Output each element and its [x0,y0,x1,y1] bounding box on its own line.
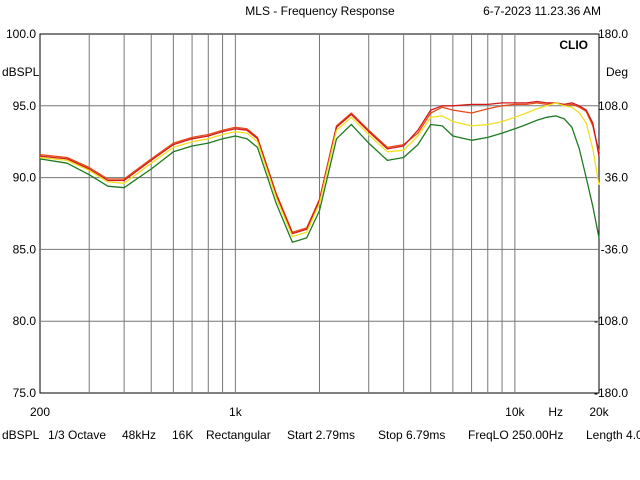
y2-tick-label: -36.0 [601,242,629,256]
x-tick-labels: 200 1k 10k 20k Hz [30,405,610,419]
footer-smoothing: 1/3 Octave [48,428,106,442]
footer-length: Length 4.0ms [586,428,640,442]
y-axis-label: dBSPL [2,65,40,79]
series-line-1 [39,102,600,233]
y-tick-label: 80.0 [13,314,37,328]
y-tick-label: 95.0 [13,99,37,113]
timestamp: 6-7-2023 11.23.36 AM [483,4,601,18]
y2-axis-label: Deg [606,65,628,79]
x-tick-label: 10k [505,405,525,419]
series-line-4 [39,115,600,243]
y2-tick-label: 108.0 [598,99,628,113]
y-tick-labels: 100.0 95.0 90.0 85.0 80.0 75.0 [6,27,36,400]
settings-footer: dBSPL 1/3 Octave 48kHz 16K Rectangular S… [2,428,640,442]
chart-title: MLS - Frequency Response [245,4,395,18]
footer-freqlo: FreqLO 250.00Hz [468,428,563,442]
y2-tick-labels: 180.0 108.0 36.0 -36.0 -108.0 -180.0 [594,27,628,400]
footer-stop: Stop 6.79ms [378,428,445,442]
y2-tick-label: 180.0 [598,27,628,41]
x-tick-label: 20k [589,405,609,419]
footer-window: Rectangular [206,428,271,442]
series-line-3 [39,102,600,238]
series-line-2 [39,100,600,235]
footer-sample-rate: 48kHz [122,428,156,442]
y2-tick-label: 36.0 [605,171,629,185]
x-tick-label: 200 [30,405,50,419]
y-tick-label: 100.0 [6,27,36,41]
y-tick-label: 90.0 [13,171,37,185]
series-layer [39,100,600,243]
footer-start: Start 2.79ms [287,428,355,442]
footer-unit: dBSPL [2,428,40,442]
y-tick-label: 85.0 [13,242,37,256]
brand-logo: CLIO [559,38,588,52]
y-tick-label: 75.0 [13,386,37,400]
y2-tick-label: -108.0 [594,314,628,328]
footer-size: 16K [172,428,193,442]
x-tick-label: 1k [229,405,243,419]
grid [40,34,599,393]
y2-tick-label: -180.0 [594,386,628,400]
x-axis-unit-label: Hz [548,405,563,419]
